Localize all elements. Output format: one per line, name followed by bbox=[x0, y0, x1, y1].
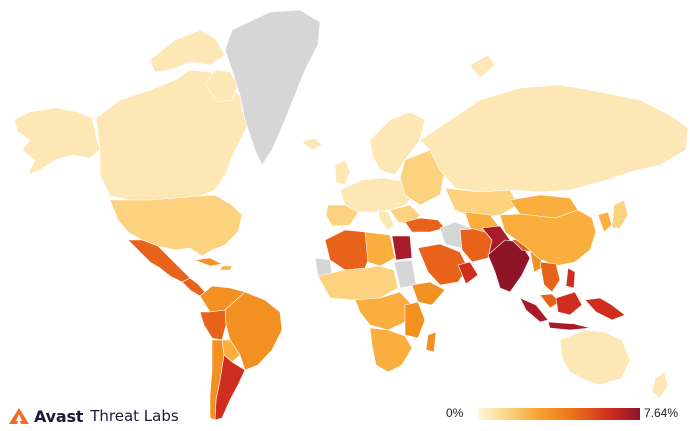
brand-logo-lockup: Avast Threat Labs bbox=[8, 405, 179, 427]
indonesia-east bbox=[584, 297, 626, 321]
algeria-morocco bbox=[324, 229, 373, 271]
map-legend: 0% 7.64% bbox=[446, 402, 686, 424]
greenland bbox=[224, 9, 321, 166]
brand-subtitle: Threat Labs bbox=[90, 407, 179, 425]
chile bbox=[209, 339, 225, 421]
iceland bbox=[301, 137, 323, 151]
canadian-arctic-islands bbox=[149, 29, 226, 73]
turkey bbox=[404, 217, 446, 233]
indonesia-java bbox=[547, 321, 591, 331]
canada bbox=[95, 69, 249, 201]
cuba bbox=[194, 257, 223, 267]
kazakhstan bbox=[444, 187, 519, 219]
china bbox=[499, 209, 597, 267]
egypt bbox=[391, 235, 413, 261]
scandinavia bbox=[369, 111, 426, 176]
usa bbox=[109, 194, 243, 257]
southern-africa bbox=[369, 327, 413, 373]
new-zealand bbox=[651, 371, 669, 399]
central-america bbox=[181, 277, 206, 297]
sahel bbox=[317, 265, 399, 301]
east-africa bbox=[404, 301, 426, 339]
oman-uae bbox=[457, 261, 479, 285]
australia bbox=[559, 329, 631, 386]
india bbox=[487, 239, 531, 293]
thailand-vietnam bbox=[539, 261, 561, 293]
italy bbox=[377, 209, 395, 231]
russia bbox=[419, 84, 689, 193]
legend-min-label: 0% bbox=[446, 406, 464, 420]
peru bbox=[199, 309, 227, 341]
korea-japan bbox=[597, 211, 613, 233]
caribbean bbox=[219, 265, 233, 271]
brand-name: Avast bbox=[34, 406, 84, 426]
avast-logo-icon bbox=[9, 408, 29, 424]
legend-max-label: 7.64% bbox=[644, 406, 679, 420]
libya bbox=[364, 231, 396, 267]
legend-color-scale bbox=[478, 408, 640, 420]
novaya-zemlya bbox=[469, 54, 496, 79]
iberia bbox=[325, 204, 359, 227]
madagascar bbox=[425, 331, 437, 353]
philippines bbox=[565, 267, 576, 289]
brazil bbox=[224, 291, 283, 371]
ethiopia-somalia bbox=[411, 281, 446, 306]
indonesia-borneo bbox=[555, 291, 583, 316]
indonesia-sumatra bbox=[519, 297, 549, 323]
uk bbox=[334, 159, 351, 186]
alaska bbox=[13, 107, 101, 176]
japan bbox=[611, 199, 629, 229]
